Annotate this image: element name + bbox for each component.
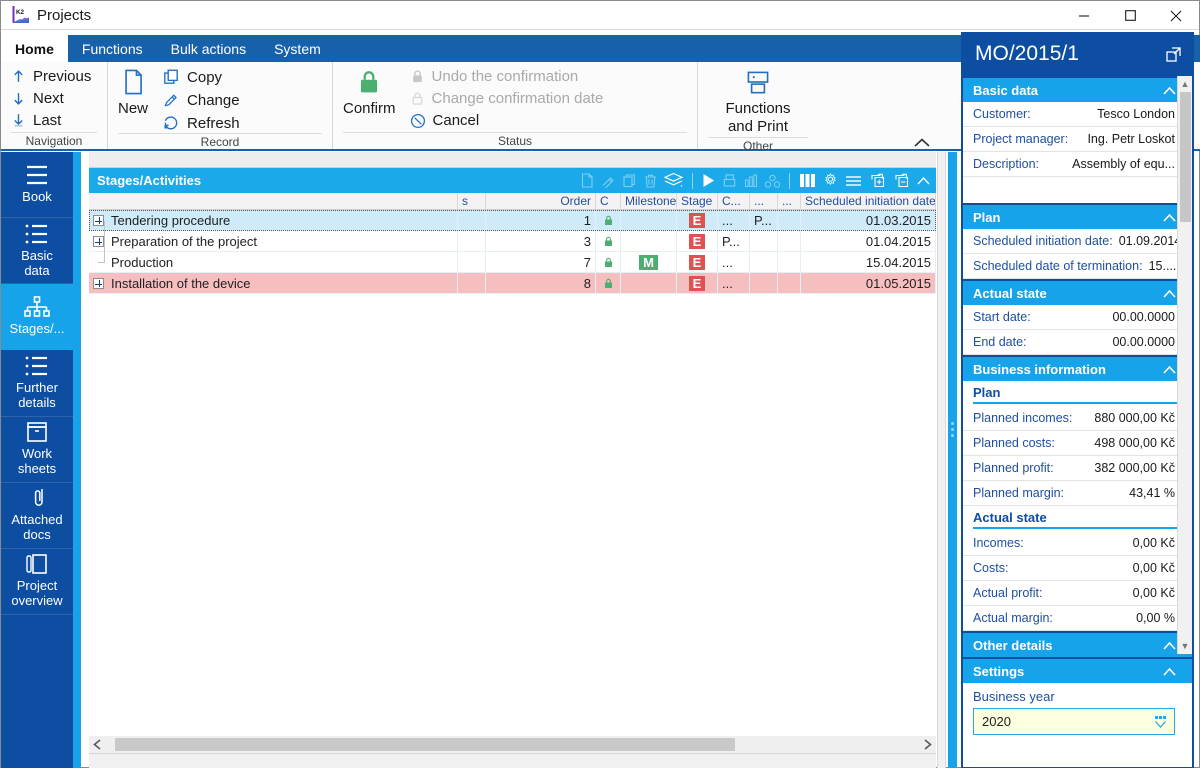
svg-text:K2: K2 bbox=[16, 9, 25, 16]
